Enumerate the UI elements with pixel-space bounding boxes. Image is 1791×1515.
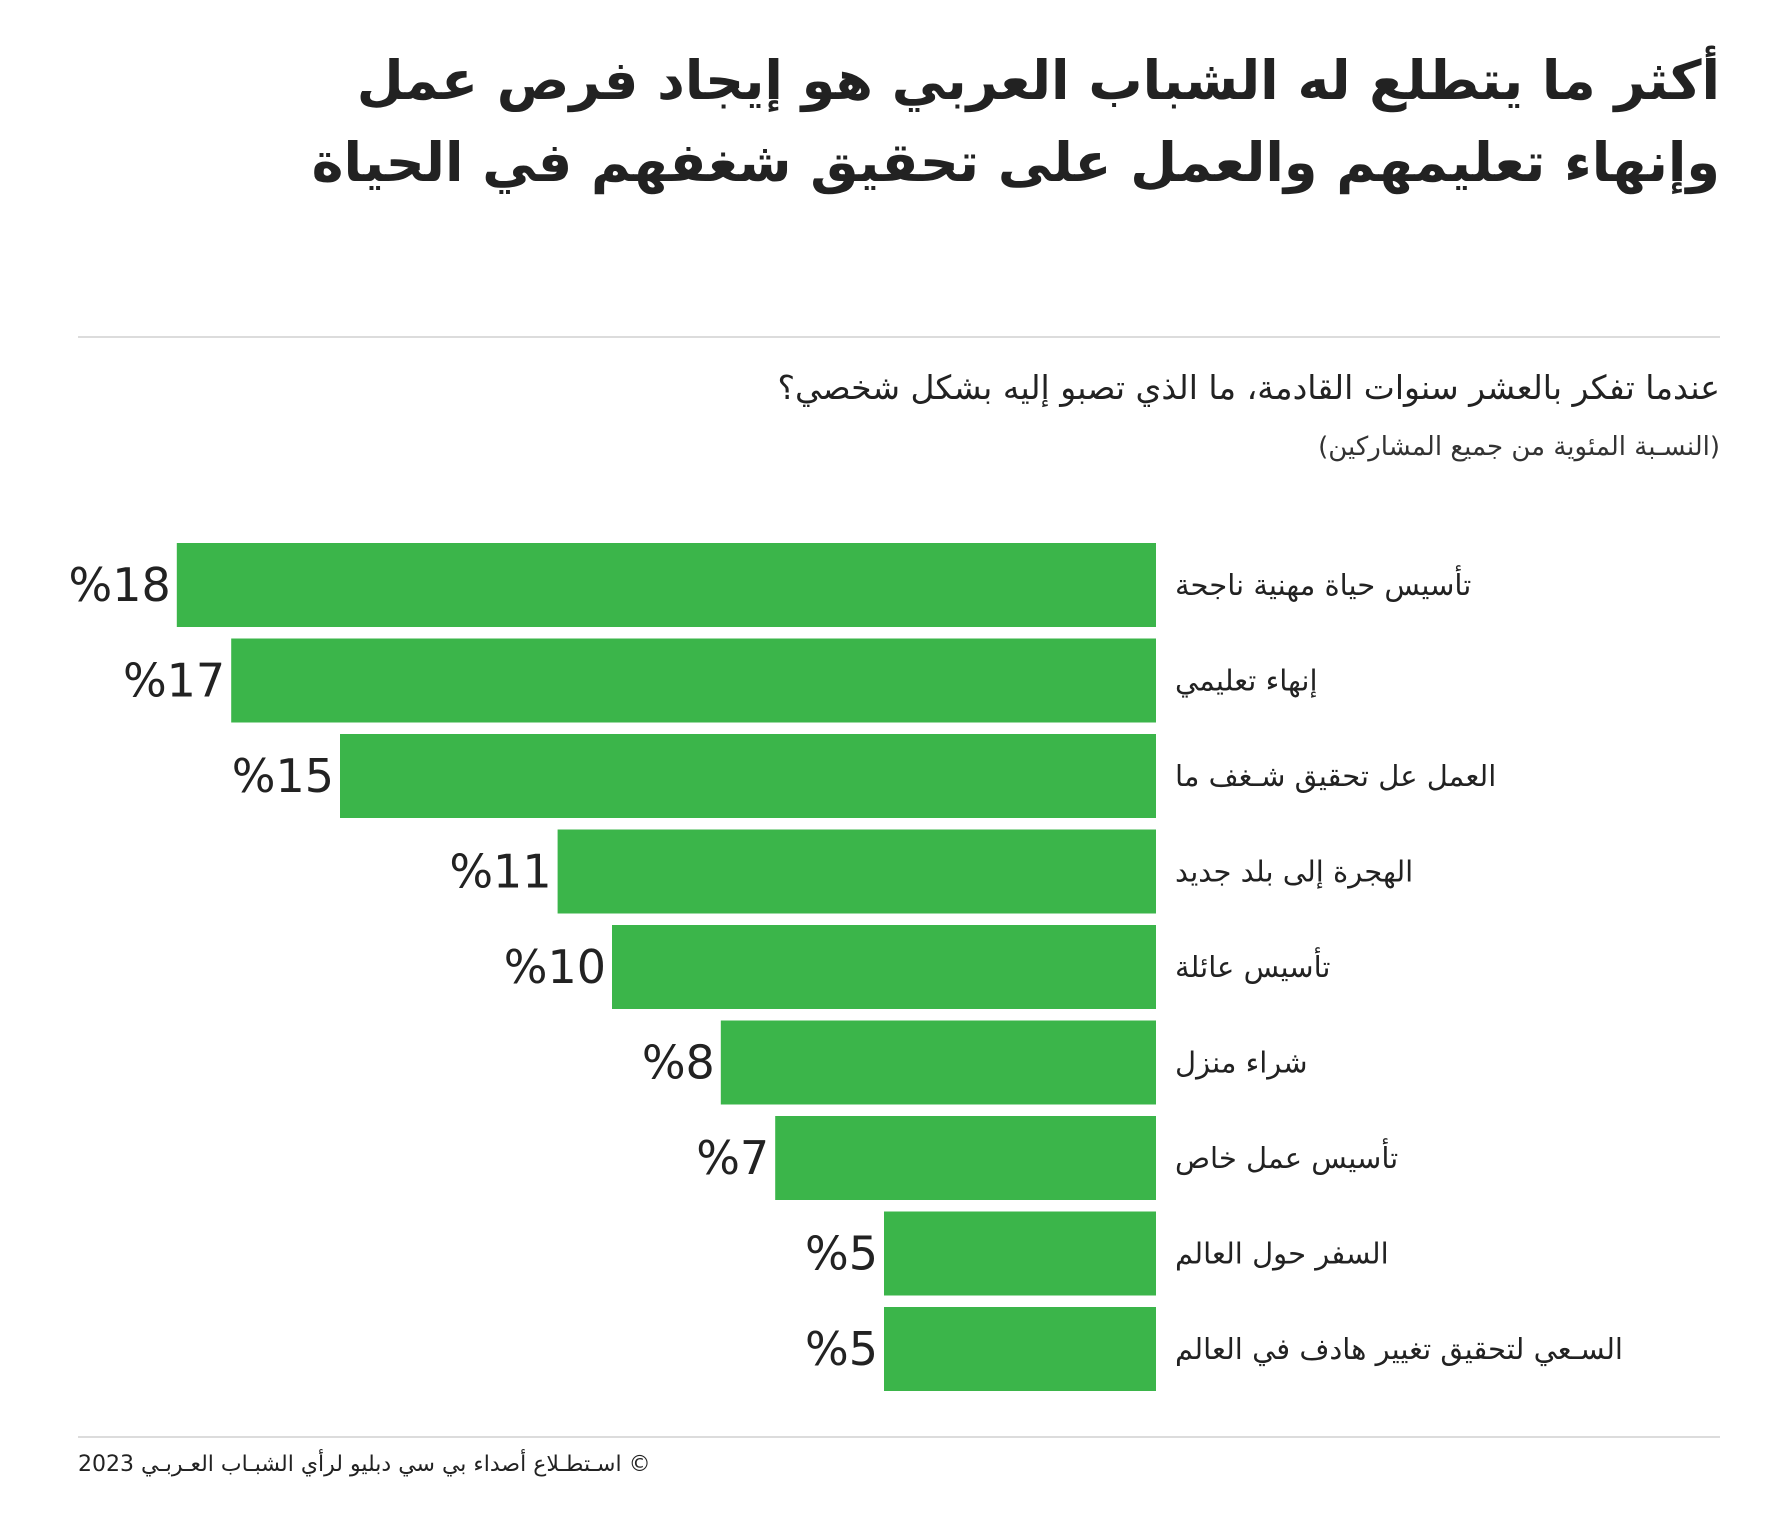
survey-question: عندما تفكر بالعشر سنوات القادمة، ما الذي… xyxy=(777,368,1720,407)
value-label: %17 xyxy=(123,654,225,708)
divider-top xyxy=(78,336,1720,338)
bar xyxy=(340,734,1156,818)
bar xyxy=(612,925,1156,1009)
bar xyxy=(557,829,1156,914)
bar xyxy=(884,1307,1156,1391)
chart-title: أكثر ما يتطلع له الشباب العربي هو إيجاد … xyxy=(311,49,1720,194)
footer-source: © اسـتطـلاع أصداء بي سي دبليو لرأي الشبـ… xyxy=(78,1452,651,1477)
value-label: %7 xyxy=(696,1131,769,1185)
category-label: الهجرة إلى بلد جديد xyxy=(1175,855,1413,890)
value-label: %8 xyxy=(642,1036,715,1090)
bar xyxy=(775,1116,1156,1200)
category-label: السفر حول العالم xyxy=(1175,1237,1389,1272)
category-label: العمل عل تحقيق شـغف ما xyxy=(1175,759,1496,793)
category-label: السـعي لتحقيق تغيير هادف في العالم xyxy=(1175,1332,1623,1367)
category-label: شراء منزل xyxy=(1175,1046,1308,1080)
bar xyxy=(231,638,1156,723)
chart-note: (النسـبة المئوية من جميع المشاركين) xyxy=(1318,432,1720,462)
value-label: %18 xyxy=(69,558,171,612)
category-label: تأسيس حياة مهنية ناجحة xyxy=(1175,564,1471,602)
value-label: %5 xyxy=(805,1322,878,1376)
category-label: تأسيس عمل خاص xyxy=(1175,1137,1398,1175)
value-label: %5 xyxy=(805,1227,878,1281)
category-label: تأسيس عائلة xyxy=(1175,946,1331,984)
value-label: %10 xyxy=(504,940,606,994)
category-label: إنهاء تعليمي xyxy=(1175,664,1318,699)
value-label: %15 xyxy=(232,749,334,803)
bar xyxy=(176,543,1157,627)
bar xyxy=(720,1020,1156,1105)
divider-bottom xyxy=(78,1436,1720,1438)
bar xyxy=(884,1211,1156,1296)
value-label: %11 xyxy=(449,845,551,899)
